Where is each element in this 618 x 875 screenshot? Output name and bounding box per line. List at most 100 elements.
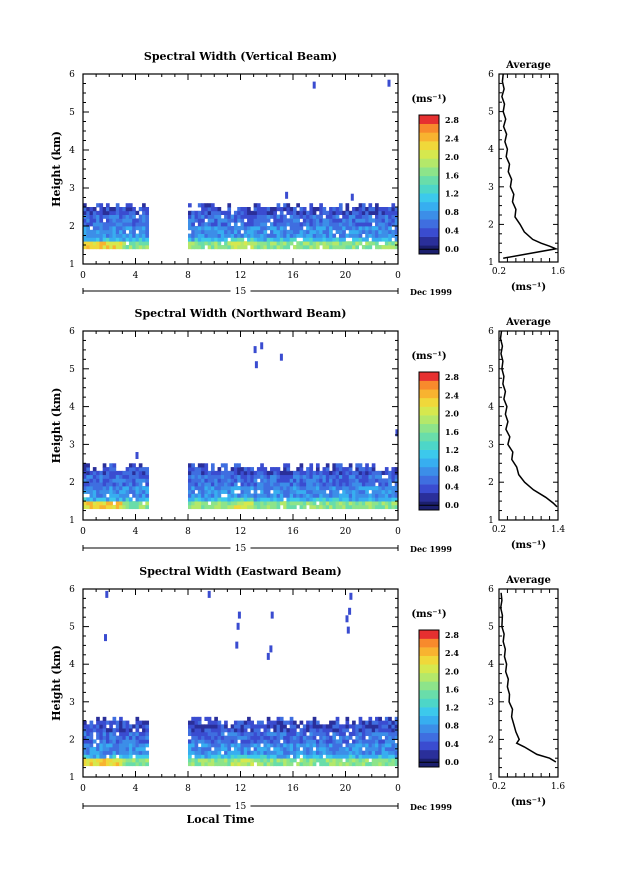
heatmap-cell bbox=[92, 493, 97, 498]
heatmap-cell bbox=[342, 731, 346, 737]
heatmap-cell bbox=[128, 467, 133, 472]
heatmap-cell bbox=[371, 207, 376, 212]
y-tick-label: 2 bbox=[69, 478, 75, 488]
heatmap-cell bbox=[207, 203, 212, 208]
heatmap-cell bbox=[368, 222, 373, 227]
heatmap-cell bbox=[296, 214, 300, 219]
heatmap-cell bbox=[279, 720, 284, 725]
heatmap-cell bbox=[125, 237, 130, 242]
isolated-echo bbox=[387, 79, 391, 87]
heatmap-cell bbox=[270, 467, 274, 472]
heatmap-cell bbox=[309, 731, 314, 737]
heatmap-cell bbox=[293, 237, 297, 242]
heatmap-cell bbox=[247, 720, 251, 725]
heatmap-cell bbox=[128, 226, 133, 231]
heatmap-cell bbox=[99, 226, 104, 231]
heatmap-cell bbox=[256, 735, 261, 740]
heatmap-cell bbox=[138, 493, 143, 498]
heatmap-cell bbox=[365, 493, 369, 498]
heatmap-cell bbox=[207, 233, 212, 238]
heatmap-cell bbox=[145, 743, 150, 748]
heatmap-cell bbox=[391, 761, 396, 767]
heatmap-cell bbox=[250, 754, 255, 759]
heatmap-cell bbox=[358, 241, 363, 246]
y-tick-label: 4 bbox=[69, 660, 75, 670]
heatmap-cell bbox=[86, 207, 90, 212]
heatmap-cell bbox=[306, 743, 310, 748]
heatmap-cell bbox=[89, 754, 94, 759]
heatmap-cell bbox=[329, 226, 333, 231]
heatmap-cell bbox=[92, 482, 97, 487]
heatmap-cell bbox=[112, 463, 117, 468]
heatmap-cell bbox=[322, 743, 327, 748]
heatmap-cell bbox=[102, 226, 107, 231]
heatmap-cell bbox=[237, 210, 241, 215]
heatmap-cell bbox=[289, 226, 294, 231]
heatmap-cell bbox=[109, 245, 113, 250]
heatmap-cell bbox=[220, 501, 225, 506]
heatmap-cell bbox=[112, 716, 117, 721]
heatmap-cell bbox=[384, 214, 389, 219]
heatmap-cell bbox=[338, 735, 343, 740]
heatmap-cell bbox=[197, 482, 202, 487]
heatmap-cell bbox=[83, 504, 87, 510]
heatmap-cell bbox=[263, 750, 268, 755]
heatmap-cell bbox=[230, 743, 235, 748]
heatmap-cell bbox=[270, 482, 274, 487]
heatmap-cell bbox=[204, 463, 209, 468]
heatmap-cell bbox=[325, 761, 330, 767]
heatmap-cell bbox=[207, 754, 212, 759]
heatmap-cell bbox=[263, 214, 268, 219]
heatmap-cell bbox=[89, 497, 94, 502]
isolated-echo bbox=[235, 641, 239, 649]
heatmap-cell bbox=[368, 743, 373, 748]
heatmap-cell bbox=[210, 203, 215, 208]
heatmap-cell bbox=[132, 504, 136, 510]
heatmap-cell bbox=[325, 724, 330, 729]
heatmap-cell bbox=[233, 218, 238, 223]
heatmap-cell bbox=[99, 754, 104, 759]
heatmap-cell bbox=[381, 724, 386, 729]
heatmap-cell bbox=[145, 474, 150, 479]
heatmap-cell bbox=[263, 743, 268, 748]
heatmap-cell bbox=[230, 467, 235, 472]
heatmap-cell bbox=[142, 210, 146, 215]
y-tick-label: 4 bbox=[69, 403, 75, 413]
heatmap-cell bbox=[201, 214, 205, 219]
heatmap-cell bbox=[99, 743, 104, 748]
heatmap-cell bbox=[283, 214, 287, 219]
heatmap-cell bbox=[240, 497, 245, 502]
heatmap-cell bbox=[119, 222, 123, 227]
heatmap-cell bbox=[263, 241, 268, 246]
heatmap-cell bbox=[233, 739, 238, 744]
heatmap-cell bbox=[204, 735, 209, 740]
heatmap-cell bbox=[214, 754, 218, 759]
colorbar-label: 2.0 bbox=[445, 666, 459, 676]
heatmap-cell bbox=[289, 504, 294, 510]
heatmap-cell bbox=[329, 735, 333, 740]
heatmap-cell bbox=[283, 728, 287, 733]
heatmap-cell bbox=[391, 241, 396, 246]
heatmap-cell bbox=[293, 489, 297, 494]
heatmap-cell bbox=[145, 501, 150, 506]
heatmap-cell bbox=[188, 750, 192, 755]
heatmap-cell bbox=[358, 226, 363, 231]
heatmap-cell bbox=[96, 497, 100, 502]
heatmap-cell bbox=[332, 731, 337, 737]
heatmap-cell bbox=[240, 245, 245, 250]
heatmap-cell bbox=[210, 758, 215, 763]
heatmap-cell bbox=[197, 754, 202, 759]
heatmap-cell bbox=[256, 218, 261, 223]
heatmap-cell bbox=[256, 210, 261, 215]
heatmap-cell bbox=[125, 501, 130, 506]
heatmap-cell bbox=[83, 754, 87, 759]
heatmap-field bbox=[83, 203, 399, 250]
heatmap-cell bbox=[92, 233, 97, 238]
heatmap-cell bbox=[122, 735, 127, 740]
heatmap-cell bbox=[276, 750, 281, 755]
heatmap-cell bbox=[138, 233, 143, 238]
heatmap-cell bbox=[391, 229, 396, 234]
heatmap-cell bbox=[89, 743, 94, 748]
heatmap-cell bbox=[243, 735, 248, 740]
y-tick-label: 3 bbox=[69, 440, 75, 450]
